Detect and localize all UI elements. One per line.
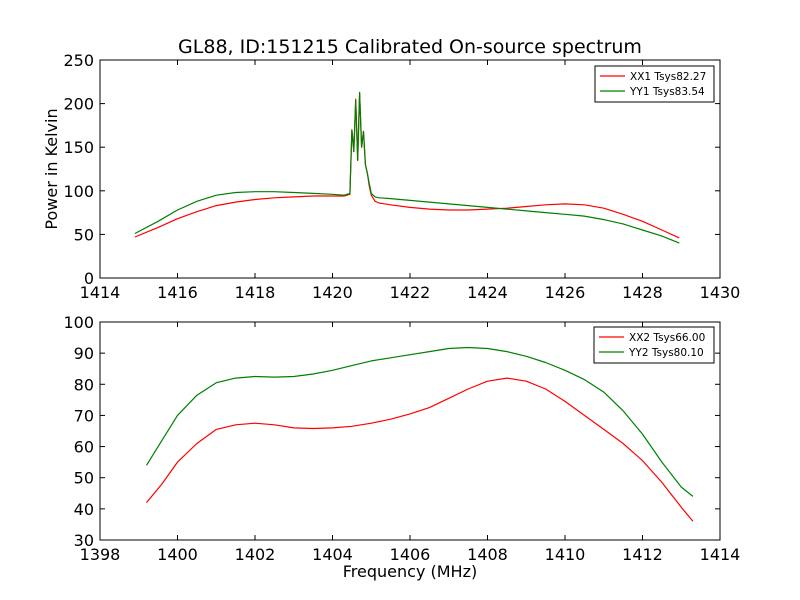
y-tick-label: 100: [63, 313, 94, 332]
y-tick-label: 50: [74, 225, 94, 244]
series-line-yy2: [145, 346, 694, 497]
plot-frame: [99, 59, 721, 279]
legend: XX2 Tsys66.00 YY2 Tsys80.10: [593, 326, 715, 364]
series-line-xx2: [146, 377, 694, 522]
x-tick-label: 1414: [80, 283, 121, 302]
y-tick-label: 250: [63, 51, 94, 70]
y-tick-label: 100: [63, 182, 94, 201]
chart-bottom: Frequency (MHz) 1398 1400 1402 1404 1406 1408…: [63, 313, 740, 581]
x-tick-label: 1400: [157, 545, 198, 564]
y-tick-label: 90: [74, 344, 94, 363]
chart-title: GL88, ID:151215 Calibrated On-source spe…: [178, 36, 642, 58]
y-tick-label: 0: [84, 269, 94, 288]
x-tick-label: 1428: [622, 283, 663, 302]
legend-label: YY1 Tsys83.54: [629, 86, 705, 98]
x-tick-label: 1410: [545, 545, 586, 564]
legend-label: XX2 Tsys66.00: [629, 332, 705, 344]
y-tick-label: 50: [74, 469, 94, 488]
x-tick-label: 1414: [700, 545, 741, 564]
legend-label: YY2 Tsys80.10: [628, 347, 704, 359]
legend-box: [593, 326, 715, 364]
y-axis-label: Power in Kelvin: [42, 108, 61, 229]
legend-box: [594, 65, 715, 103]
x-tick-label: 1408: [467, 545, 508, 564]
legend: XX1 Tsys82.27 YY1 Tsys83.54: [594, 65, 715, 103]
x-tick-label: 1402: [235, 545, 276, 564]
chart-top: GL88, ID:151215 Calibrated On-source spe…: [42, 36, 740, 302]
y-tick-label: 30: [74, 531, 94, 550]
y-tick-label: 60: [74, 438, 94, 457]
x-tick-label: 1426: [545, 283, 586, 302]
x-tick-label: 1430: [700, 283, 741, 302]
x-tick-label: 1398: [80, 545, 121, 564]
plot-frame: [99, 321, 721, 541]
plot-area: 1398 1400 1402 1404 1406 1408 1410 1412 1414 30 40…: [63, 313, 740, 564]
x-axis-label: Frequency (MHz): [343, 562, 477, 581]
x-tick-label: 1422: [390, 283, 431, 302]
x-tick-label: 1412: [622, 545, 663, 564]
x-tick-label: 1406: [390, 545, 431, 564]
x-tick-label: 1424: [467, 283, 508, 302]
x-tick-label: 1416: [157, 283, 198, 302]
y-tick-label: 150: [63, 138, 94, 157]
x-tick-label: 1404: [312, 545, 353, 564]
y-tick-label: 80: [74, 375, 94, 394]
x-tick-label: 1420: [312, 283, 353, 302]
y-tick-label: 70: [74, 406, 94, 425]
y-tick-label: 200: [63, 95, 94, 114]
plot-area: 1414 1416 1418 1420 1422 1424 1426 1428 1430 0 50 1…: [63, 51, 740, 302]
series-line-yy1: [134, 91, 680, 244]
y-tick-label: 40: [74, 500, 94, 519]
x-tick-label: 1418: [235, 283, 276, 302]
legend-label: XX1 Tsys82.27: [630, 71, 706, 83]
